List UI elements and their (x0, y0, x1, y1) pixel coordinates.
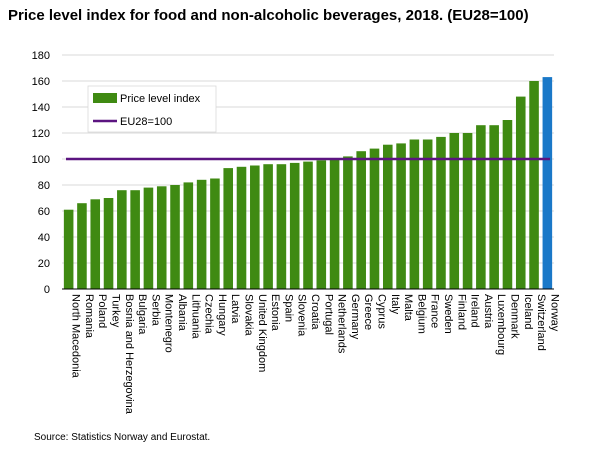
bar (103, 198, 114, 289)
x-tick-label: France (429, 294, 441, 328)
legend-label-price-level-index: Price level index (120, 93, 201, 105)
y-axis-ticks: 0 20 40 60 80 100 120 140 160 180 (32, 50, 50, 296)
bar (90, 199, 101, 289)
x-tick-label: Switzerland (535, 294, 547, 351)
x-tick-label: North Macedonia (70, 294, 82, 379)
x-tick-label: Romania (83, 294, 95, 339)
y-tick-label: 20 (38, 258, 50, 270)
x-tick-label: Iceland (522, 294, 534, 329)
bar (369, 148, 380, 289)
x-tick-label: Germany (349, 294, 361, 340)
bar (329, 159, 340, 289)
x-tick-label: Slovenia (296, 294, 308, 337)
bar (196, 179, 207, 289)
x-tick-label: Ireland (469, 294, 481, 328)
chart-title: Price level index for food and non-alcoh… (8, 7, 529, 24)
y-tick-label: 40 (38, 232, 50, 244)
bar (396, 143, 406, 289)
legend-label-eu28: EU28=100 (120, 116, 172, 128)
bar (130, 190, 140, 289)
legend: Price level index EU28=100 (87, 85, 217, 133)
y-tick-label: 180 (32, 50, 50, 62)
bar (409, 139, 420, 289)
bar (449, 133, 460, 289)
bar (117, 190, 127, 289)
x-axis-category-labels: North Macedonia Romania Poland Turkey Bosnia… (70, 294, 561, 415)
bar (436, 136, 446, 289)
x-tick-label: Latvia (229, 294, 241, 324)
x-tick-label: Cyprus (375, 294, 387, 329)
bar (515, 96, 526, 289)
bar (303, 161, 313, 289)
bar (476, 125, 486, 289)
x-tick-label: Turkey (110, 294, 122, 328)
x-tick-label: Greece (362, 294, 374, 330)
bar (77, 203, 87, 289)
x-tick-label: Belgium (415, 294, 427, 334)
x-tick-label: Czechia (203, 294, 215, 335)
x-tick-label: Sweden (442, 294, 454, 334)
legend-swatch-price-level-index (93, 93, 117, 103)
bar (263, 164, 273, 289)
x-tick-label: Slovakia (243, 294, 255, 336)
bar (143, 187, 154, 289)
y-tick-label: 140 (32, 102, 50, 114)
bar (502, 120, 513, 289)
y-tick-label: 60 (38, 206, 50, 218)
x-tick-label: United Kingdom (256, 294, 268, 372)
x-tick-label: Italy (389, 294, 401, 315)
bar (156, 186, 167, 289)
x-tick-label: Austria (482, 294, 494, 329)
x-tick-label: Estonia (269, 294, 281, 332)
bar (382, 144, 393, 289)
bar (223, 168, 234, 289)
bar (422, 139, 433, 289)
bar (250, 165, 260, 289)
x-tick-label: Bosnia and Herzegovina (123, 294, 135, 415)
source-note: Source: Statistics Norway and Eurostat. (34, 432, 211, 443)
bar (63, 209, 74, 289)
bar (542, 77, 553, 289)
x-tick-label: Serbia (149, 294, 161, 327)
y-tick-label: 100 (32, 154, 50, 166)
bar (343, 156, 353, 289)
y-tick-label: 120 (32, 128, 50, 140)
x-tick-label: Luxembourg (495, 294, 507, 355)
bar (289, 162, 300, 289)
bar (529, 81, 539, 289)
bars (63, 77, 553, 289)
x-tick-label: Finland (455, 294, 467, 330)
bar (170, 185, 180, 289)
x-tick-label: Malta (402, 294, 414, 322)
bar (276, 164, 287, 289)
bar (236, 166, 247, 289)
y-tick-label: 160 (32, 76, 50, 88)
x-tick-label: Netherlands (336, 294, 348, 354)
x-tick-label: Norway (548, 294, 560, 332)
x-tick-label: Portugal (322, 294, 334, 335)
bar (316, 160, 327, 289)
x-tick-label: Poland (96, 294, 108, 328)
x-tick-label: Lithuania (189, 294, 201, 340)
x-tick-label: Denmark (508, 294, 520, 339)
x-tick-label: Montenegro (163, 294, 175, 353)
y-tick-label: 80 (38, 180, 50, 192)
x-tick-label: Albania (176, 294, 188, 332)
bar (210, 178, 220, 289)
bar (489, 125, 499, 289)
y-tick-label: 0 (44, 284, 50, 296)
bar (462, 133, 473, 289)
bar (356, 151, 366, 289)
x-tick-label: Bulgaria (136, 294, 148, 335)
x-tick-label: Croatia (309, 294, 321, 330)
bar (183, 182, 194, 289)
x-tick-label: Hungary (216, 294, 228, 336)
x-tick-label: Spain (282, 294, 294, 322)
